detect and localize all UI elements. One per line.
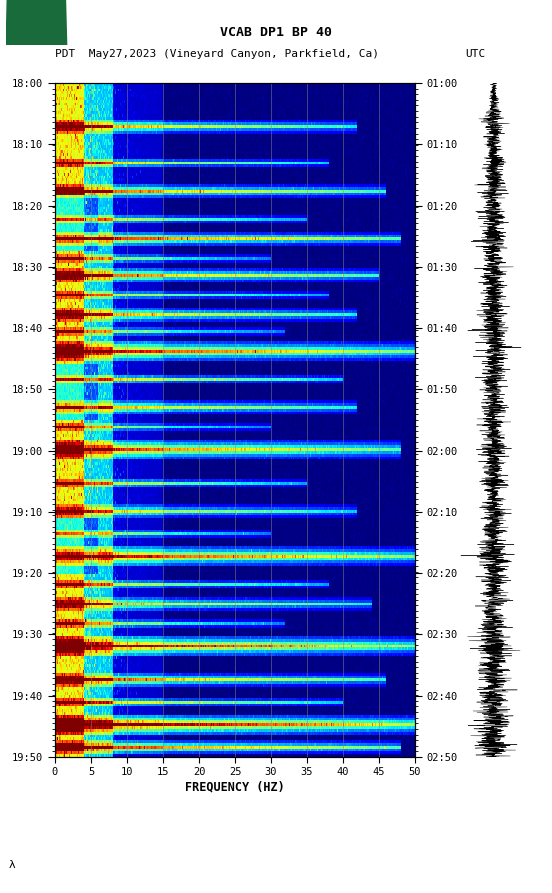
X-axis label: FREQUENCY (HZ): FREQUENCY (HZ)	[185, 780, 285, 793]
Text: ≡USGS: ≡USGS	[11, 15, 66, 33]
Text: λ: λ	[8, 860, 15, 870]
Text: UTC: UTC	[465, 49, 486, 59]
Text: VCAB DP1 BP 40: VCAB DP1 BP 40	[220, 26, 332, 38]
Text: PDT  May27,2023 (Vineyard Canyon, Parkfield, Ca): PDT May27,2023 (Vineyard Canyon, Parkfie…	[55, 49, 379, 59]
Polygon shape	[6, 0, 67, 45]
